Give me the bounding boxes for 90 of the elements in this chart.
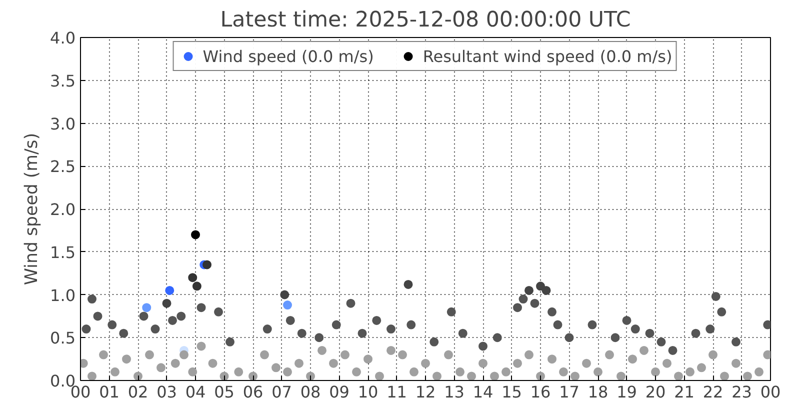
point — [645, 328, 654, 338]
point — [524, 286, 534, 295]
x-tick-label: 10 — [358, 382, 378, 400]
point — [168, 316, 177, 325]
x-tick-label: 14 — [472, 382, 494, 400]
point — [732, 337, 740, 346]
point — [478, 342, 488, 351]
point — [492, 333, 502, 342]
x-tick-label: 11 — [386, 382, 407, 400]
point — [553, 320, 562, 330]
point — [191, 230, 200, 240]
x-tick-label: 23 — [732, 382, 752, 400]
x-tick-label: 22 — [702, 382, 724, 400]
point — [656, 337, 666, 346]
point — [564, 333, 574, 342]
point — [548, 307, 556, 316]
y-tick-label: 1.5 — [50, 242, 76, 262]
point — [406, 320, 416, 330]
point — [711, 292, 720, 301]
point — [446, 307, 456, 316]
point — [176, 312, 186, 321]
x-tick-label: 05 — [214, 382, 234, 400]
point — [139, 312, 148, 321]
point — [691, 328, 700, 338]
chart-title: Latest time: 2025-12-08 00:00:00 UTC — [220, 8, 631, 32]
point — [717, 307, 726, 316]
x-tick-label: 17 — [559, 382, 580, 400]
point — [668, 346, 678, 355]
point — [358, 328, 367, 338]
point — [610, 333, 620, 342]
x-tick-label: 20 — [645, 382, 666, 400]
x-tick-label: 04 — [185, 382, 206, 400]
point — [150, 324, 160, 334]
x-tick-label: 08 — [300, 382, 321, 400]
x-tick-label: 07 — [272, 382, 292, 400]
x-tick-label: 13 — [444, 382, 464, 400]
x-tick-label: 06 — [242, 382, 264, 400]
x-tick-label: 01 — [99, 382, 120, 400]
x-tick-label: 02 — [128, 382, 148, 400]
x-tick-label: 18 — [588, 382, 608, 400]
point — [518, 294, 528, 304]
point — [513, 303, 522, 312]
point — [386, 324, 396, 334]
x-tick-label: 00 — [760, 382, 781, 400]
y-axis-title: Wind speed (m/s) — [22, 132, 42, 286]
point — [196, 303, 206, 312]
legend-label: Resultant wind speed (0.0 m/s) — [422, 46, 672, 66]
x-tick-label: 21 — [674, 382, 694, 400]
point — [286, 316, 295, 325]
point — [622, 316, 632, 325]
y-tick-label: 3.0 — [50, 114, 76, 134]
point — [346, 298, 356, 308]
point — [108, 320, 117, 330]
point — [280, 290, 290, 300]
x-tick-label: 19 — [616, 382, 637, 400]
y-tick-label: 2.5 — [50, 157, 76, 176]
point — [630, 324, 640, 334]
point — [202, 260, 212, 270]
x-tick-label: 03 — [156, 382, 177, 400]
point — [88, 294, 96, 304]
y-tick-label: 1.0 — [50, 286, 76, 305]
x-tick-label: 09 — [329, 382, 350, 400]
x-tick-label: 12 — [415, 382, 436, 400]
point — [458, 328, 468, 338]
y-tick-label: 3.5 — [50, 71, 76, 90]
point — [404, 280, 413, 289]
y-tick-label: 2.0 — [50, 200, 76, 219]
point — [297, 328, 306, 338]
point — [332, 320, 341, 330]
x-tick-label: 16 — [530, 382, 551, 400]
point — [188, 273, 198, 282]
point — [214, 307, 223, 316]
legend-label: Wind speed (0.0 m/s) — [202, 46, 374, 66]
x-tick-label: 15 — [502, 382, 522, 400]
point — [372, 316, 382, 325]
point — [82, 324, 91, 334]
point — [588, 320, 597, 330]
point — [93, 312, 102, 321]
point — [314, 333, 324, 342]
point — [542, 286, 551, 295]
point — [530, 298, 540, 308]
point — [192, 282, 202, 291]
y-tick-label: 4.0 — [50, 28, 76, 48]
point — [162, 298, 172, 308]
point — [706, 324, 715, 334]
point — [226, 337, 234, 346]
point — [119, 328, 128, 338]
point — [262, 324, 272, 334]
point — [430, 337, 439, 346]
y-tick-label: 0.5 — [50, 328, 76, 348]
